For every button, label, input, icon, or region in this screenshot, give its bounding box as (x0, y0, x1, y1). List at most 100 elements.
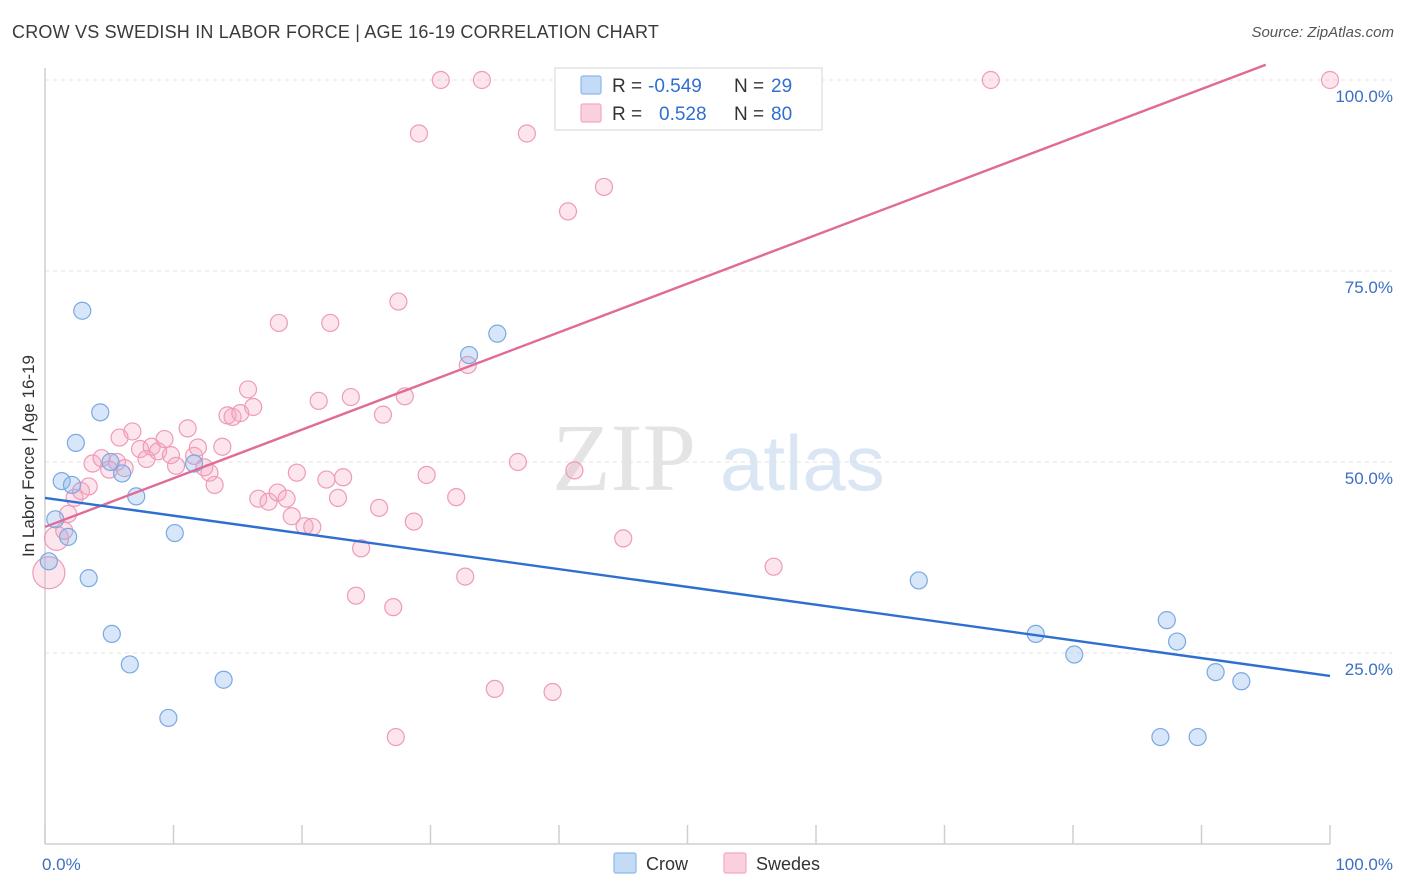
crow-point-20 (909, 571, 928, 590)
crow-point-3 (59, 527, 78, 546)
y-tick-label-75: 75.0% (1345, 278, 1393, 297)
swedes-point-54 (386, 727, 405, 747)
crow-point-22 (1065, 645, 1084, 664)
legend-swedes-r-label: R = (612, 104, 642, 125)
legend-swedes-n-value: 80 (771, 104, 792, 125)
crow-point-15 (165, 523, 184, 543)
crow-point-2 (52, 472, 71, 491)
swedes-point-56 (404, 512, 423, 531)
bottom-legend-swedes-label: Swedes (756, 854, 820, 874)
swedes-point-68 (558, 202, 578, 221)
swedes-point-20 (166, 456, 186, 475)
crow-point-19 (488, 324, 507, 343)
crow-series (39, 301, 1251, 747)
swedes-point-46 (334, 468, 353, 487)
swedes-point-39 (287, 463, 306, 482)
crow-point-24 (1157, 611, 1176, 630)
legend-crow-n-label: N = (734, 76, 764, 97)
legend-swedes-n-label: N = (734, 104, 764, 125)
crow-point-6 (73, 301, 92, 320)
swedes-point-26 (205, 475, 224, 495)
swedes-point-33 (249, 489, 268, 508)
swedes-point-49 (352, 539, 371, 558)
watermark-atlas: atlas (720, 419, 885, 507)
swedes-point-71 (614, 529, 633, 548)
y-tick-label-100: 100.0% (1335, 87, 1393, 106)
swedes-point-18 (155, 429, 174, 449)
crow-point-18 (459, 345, 479, 365)
crow-point-23 (1151, 727, 1170, 747)
crow-point-27 (1206, 662, 1225, 682)
swedes-point-53 (389, 292, 408, 311)
swedes-point-67 (543, 682, 562, 702)
source-label: Source: ZipAtlas.com (1251, 24, 1394, 41)
bottom-legend-crow-label: Crow (646, 854, 689, 874)
watermark-zip: ZIP (552, 404, 696, 511)
swedes-point-60 (447, 488, 466, 507)
swedes-point-73 (764, 557, 783, 576)
crow-point-4 (62, 475, 82, 495)
swedes-point-36 (269, 313, 288, 333)
correlation-legend: R = -0.549 N = 29 R = 0.528 N = 80 (554, 67, 823, 131)
swedes-point-58 (417, 465, 436, 485)
swedes-point-43 (317, 470, 336, 489)
legend-crow-n-value: 29 (771, 76, 792, 97)
swedes-point-50 (370, 498, 389, 517)
swedes-point-45 (328, 488, 348, 508)
swedes-point-19 (161, 446, 181, 465)
chart-title: CROW VS SWEDISH IN LABOR FORCE | AGE 16-… (12, 22, 660, 42)
crow-point-11 (112, 464, 132, 483)
y-tick-label-50: 50.0% (1345, 469, 1393, 488)
swedes-point-52 (384, 598, 403, 617)
x-axis-ticks (44, 825, 1331, 844)
swedes-point-38 (282, 507, 301, 526)
y-tick-label-25: 25.0% (1345, 660, 1393, 679)
swedes-point-64 (485, 679, 504, 699)
swedes-point-41 (303, 517, 322, 537)
swedes-point-70 (594, 177, 614, 197)
swedes-point-37 (277, 489, 296, 508)
swedes-series (32, 70, 1340, 747)
swedes-point-65 (508, 452, 527, 472)
crow-point-25 (1167, 632, 1187, 651)
swedes-point-31 (238, 380, 258, 399)
crow-point-7 (79, 569, 98, 588)
crow-point-17 (214, 670, 233, 689)
y-tick-labels: 25.0% 50.0% 75.0% 100.0% (1335, 87, 1393, 679)
swedes-point-35 (268, 483, 287, 502)
legend-crow-r-label: R = (612, 76, 642, 97)
swedes-point-23 (188, 438, 208, 457)
swedes-point-47 (341, 387, 360, 407)
swedes-point-66 (517, 124, 536, 143)
swedes-point-7 (83, 454, 102, 473)
swedes-point-63 (472, 70, 491, 90)
swedes-point-51 (373, 405, 393, 424)
swedes-point-6 (79, 477, 98, 496)
crow-point-10 (102, 624, 121, 644)
gridlines (45, 79, 1392, 654)
crow-point-12 (120, 655, 139, 674)
swedes-point-22 (184, 446, 204, 465)
crow-point-0 (39, 552, 58, 571)
swedes-point-77 (1320, 70, 1340, 90)
swedes-point-14 (130, 439, 150, 459)
crow-point-5 (66, 433, 85, 452)
swedes-point-76 (981, 70, 1000, 90)
legend-crow-r-value: -0.549 (648, 76, 702, 97)
swedes-point-57 (409, 124, 429, 143)
bottom-legend-crow-swatch (613, 852, 637, 874)
crow-point-28 (1232, 672, 1251, 691)
swedes-point-27 (213, 437, 232, 456)
series-legend: Crow Swedes (613, 852, 820, 874)
legend-swedes-swatch (580, 103, 602, 123)
y-axis-label: In Labor Force | Age 16-19 (19, 355, 38, 557)
legend-swedes-r-value: 0.528 (659, 104, 707, 125)
swedes-point-59 (431, 70, 450, 90)
crow-point-26 (1188, 727, 1207, 747)
legend-crow-swatch (580, 75, 602, 95)
bottom-legend-swedes-swatch (723, 852, 747, 874)
swedes-point-42 (309, 391, 328, 410)
crow-trend-line (44, 496, 1331, 678)
swedes-point-13 (123, 422, 142, 441)
